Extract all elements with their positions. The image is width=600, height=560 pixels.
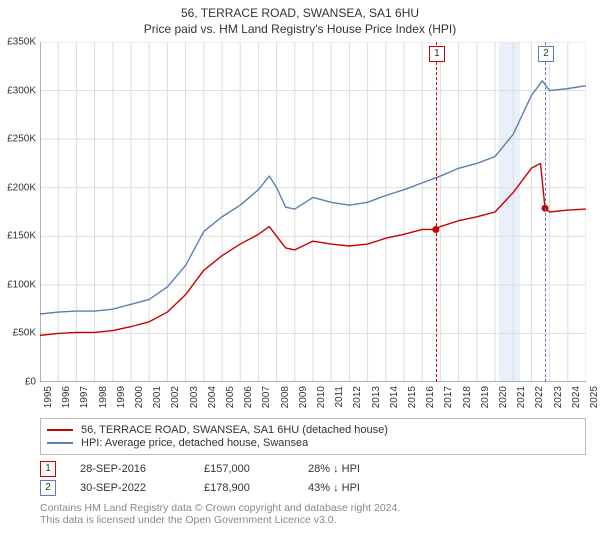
y-tick-label: £50K [13,328,36,339]
x-tick-label: 2006 [243,386,254,408]
y-tick-label: £250K [7,134,36,145]
y-tick-label: £300K [7,85,36,96]
x-tick-label: 2023 [553,386,564,408]
event-marker: 1 [429,46,445,62]
x-tick-label: 2025 [589,386,600,408]
x-tick-label: 2003 [189,386,200,408]
x-tick-label: 2019 [480,386,491,408]
legend: 56, TERRACE ROAD, SWANSEA, SA1 6HU (deta… [40,418,586,455]
x-tick-label: 2013 [371,386,382,408]
x-tick-label: 2015 [407,386,418,408]
title-line2: Price paid vs. HM Land Registry's House … [0,22,600,36]
x-tick-label: 2005 [225,386,236,408]
attribution-line1: Contains HM Land Registry data © Crown c… [40,502,586,514]
x-tick-label: 2024 [571,386,582,408]
x-tick-label: 2007 [261,386,272,408]
legend-row-hpi: HPI: Average price, detached house, Swan… [47,437,579,449]
x-tick-label: 1996 [61,386,72,408]
y-tick-label: £0 [25,377,36,388]
event-marker: 2 [538,46,554,62]
x-tick-label: 2020 [498,386,509,408]
event-pct: 43% ↓ HPI [308,482,398,494]
chart-area: £0£50K£100K£150K£200K£250K£300K£350K1995… [40,42,586,382]
legend-swatch-hpi [47,442,73,444]
legend-label-price: 56, TERRACE ROAD, SWANSEA, SA1 6HU (deta… [81,424,388,436]
legend-label-hpi: HPI: Average price, detached house, Swan… [81,437,308,449]
x-tick-label: 2012 [352,386,363,408]
x-tick-label: 2008 [280,386,291,408]
x-tick-label: 1998 [98,386,109,408]
x-tick-label: 2009 [298,386,309,408]
x-tick-label: 2004 [207,386,218,408]
x-tick-label: 1995 [43,386,54,408]
events-table: 1 28-SEP-2016 £157,000 28% ↓ HPI 2 30-SEP-202… [40,461,586,496]
event-row: 1 28-SEP-2016 £157,000 28% ↓ HPI [40,461,586,477]
legend-swatch-price [47,429,73,431]
attribution: Contains HM Land Registry data © Crown c… [40,502,586,526]
event-price: £157,000 [204,463,284,475]
event-pct: 28% ↓ HPI [308,463,398,475]
event-date: 30-SEP-2022 [80,482,180,494]
y-tick-label: £350K [7,37,36,48]
x-tick-label: 2022 [534,386,545,408]
attribution-line2: This data is licensed under the Open Gov… [40,514,586,526]
event-price: £178,900 [204,482,284,494]
event-date: 28-SEP-2016 [80,463,180,475]
x-tick-label: 2021 [516,386,527,408]
x-tick-label: 1997 [79,386,90,408]
x-tick-label: 2011 [334,386,345,408]
event-row: 2 30-SEP-2022 £178,900 43% ↓ HPI [40,480,586,496]
x-tick-label: 1999 [116,386,127,408]
x-tick-label: 2000 [134,386,145,408]
event-marker-small: 2 [40,480,56,496]
y-tick-label: £150K [7,231,36,242]
x-tick-label: 2016 [425,386,436,408]
x-tick-label: 2014 [389,386,400,408]
x-tick-label: 2018 [462,386,473,408]
chart-titles: 56, TERRACE ROAD, SWANSEA, SA1 6HU Price… [0,0,600,36]
legend-row-price: 56, TERRACE ROAD, SWANSEA, SA1 6HU (deta… [47,424,579,436]
event-vline [545,42,546,382]
x-tick-label: 2001 [152,386,163,408]
x-tick-label: 2017 [443,386,454,408]
x-tick-label: 2002 [170,386,181,408]
title-line1: 56, TERRACE ROAD, SWANSEA, SA1 6HU [0,6,600,20]
x-tick-label: 2010 [316,386,327,408]
chart-svg [40,42,586,382]
event-vline [436,42,437,382]
y-tick-label: £100K [7,279,36,290]
event-marker-small: 1 [40,461,56,477]
y-tick-label: £200K [7,182,36,193]
